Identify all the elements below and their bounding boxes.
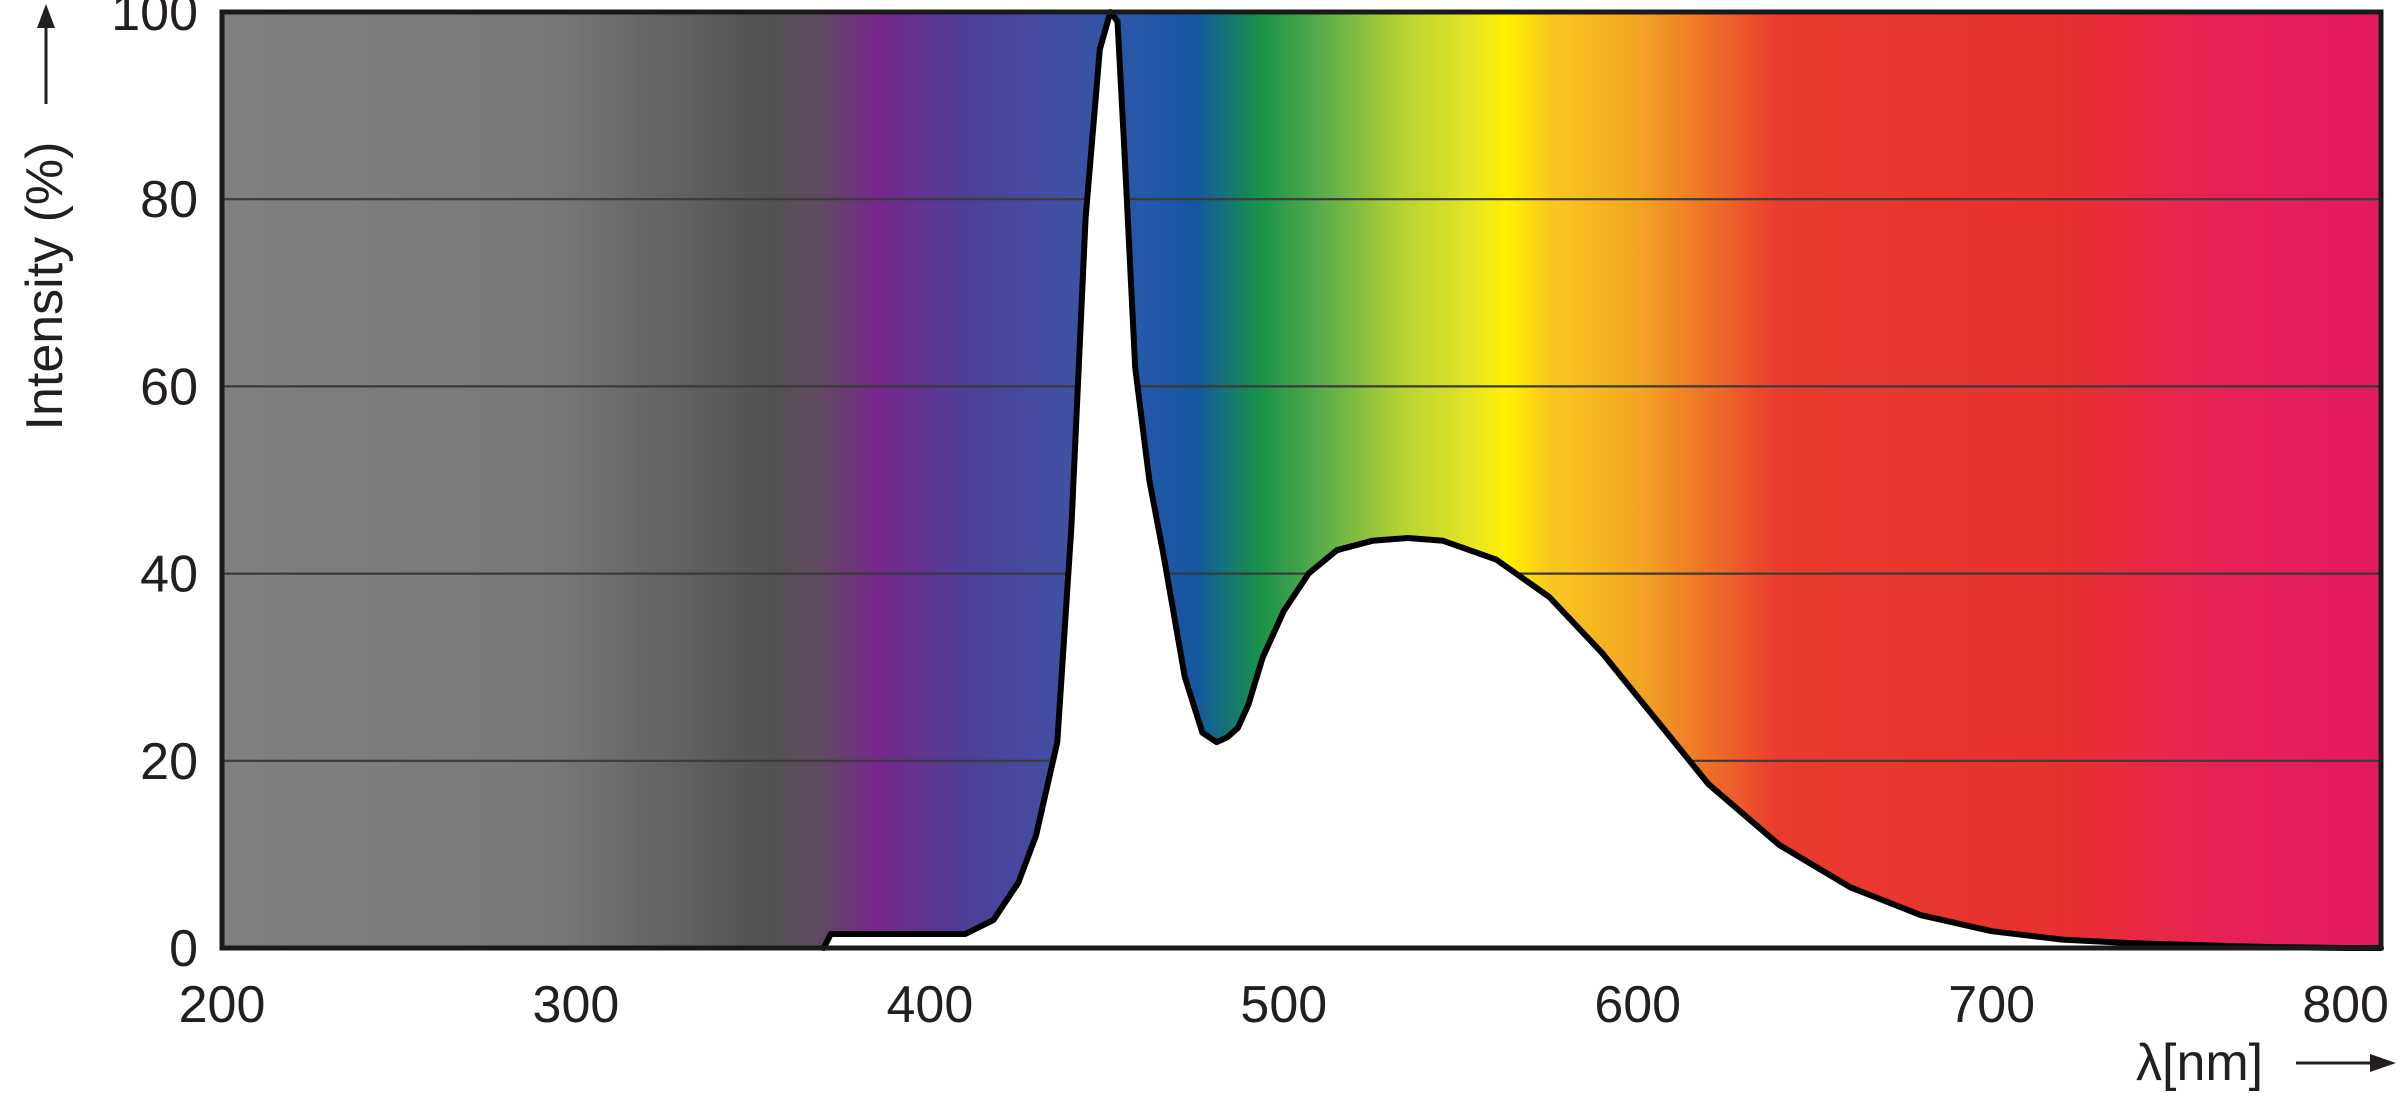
y-tick-label-60: 60 (140, 358, 198, 416)
y-tick-label-0: 0 (169, 920, 198, 978)
x-tick-label-800: 800 (2302, 976, 2389, 1034)
x-tick-label-400: 400 (886, 976, 973, 1034)
y-tick-label-20: 20 (140, 733, 198, 791)
y-axis-arrow-icon (37, 4, 55, 104)
intensity-curve-line (820, 9, 2384, 951)
grid-lines (222, 198, 2381, 762)
x-tick-label-500: 500 (1240, 976, 1327, 1034)
x-tick-labels: 200 300 400 500 600 700 800 (179, 976, 2389, 1034)
x-tick-label-600: 600 (1594, 976, 1681, 1034)
y-tick-label-100: 100 (111, 0, 198, 42)
x-tick-label-700: 700 (1948, 976, 2035, 1034)
y-tick-label-40: 40 (140, 546, 198, 604)
x-tick-label-300: 300 (533, 976, 620, 1034)
y-axis-label: Intensity (%) (16, 142, 74, 431)
x-arrow-head (2370, 1054, 2396, 1072)
intensity-curve-fill (823, 12, 2382, 948)
y-arrow-head (37, 4, 55, 28)
y-tick-labels: 0 20 40 60 80 100 (111, 0, 198, 978)
x-tick-label-200: 200 (179, 976, 266, 1034)
x-axis-arrow-icon (2296, 1054, 2396, 1072)
y-tick-label-80: 80 (140, 171, 198, 229)
x-axis-label: λ[nm] (2136, 1034, 2263, 1092)
plot-frame (219, 9, 2384, 951)
